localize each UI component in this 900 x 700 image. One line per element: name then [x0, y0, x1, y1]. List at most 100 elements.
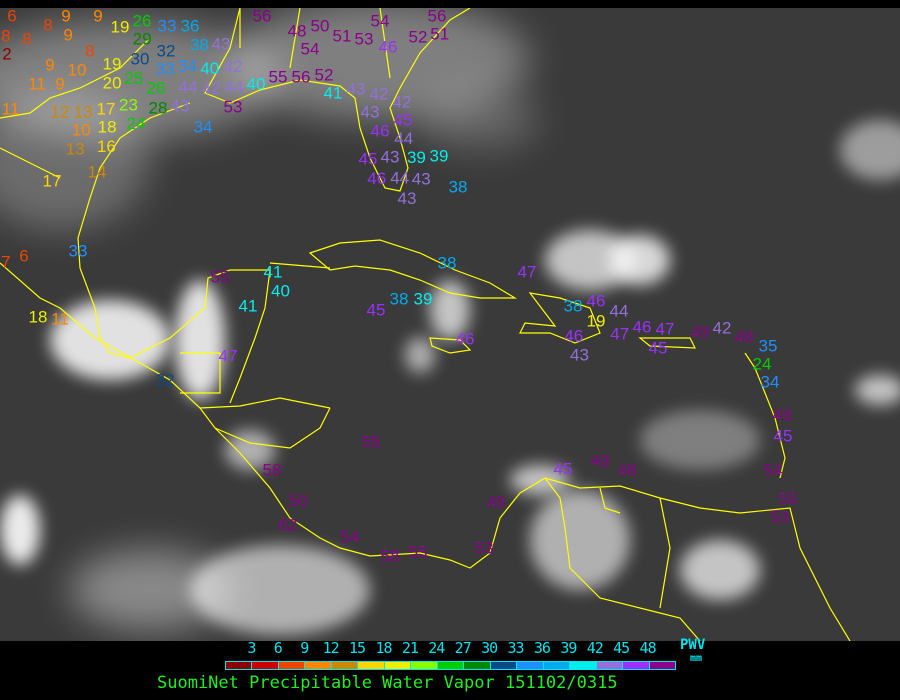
- station-pwv-value: 46: [371, 122, 390, 141]
- coastlines: [0, 8, 851, 641]
- cloud: [0, 90, 150, 230]
- station-pwv-value: 43: [347, 79, 366, 98]
- station-pwv-value: 19: [111, 17, 130, 36]
- legend-color-swatch: [490, 662, 518, 669]
- station-pwv-value: 58: [263, 460, 282, 479]
- station-pwv-value: 2: [2, 44, 11, 63]
- station-pwv-value: 11: [51, 309, 69, 328]
- station-pwv-value: 56: [292, 67, 311, 86]
- legend-color-swatch: [543, 662, 571, 669]
- station-pwv-value: 38: [190, 35, 209, 54]
- station-pwv-value: 55: [269, 67, 288, 86]
- station-pwv-value: 38: [438, 253, 457, 272]
- station-pwv-value: 54: [371, 11, 390, 30]
- station-pwv-value: 19: [587, 311, 606, 330]
- station-pwv-value: 33: [69, 241, 88, 260]
- station-pwv-value: 9: [93, 8, 102, 25]
- station-pwv-value: 9: [61, 8, 70, 25]
- station-pwv-value: 62: [279, 515, 298, 534]
- legend-tick-label: 48: [639, 639, 657, 657]
- station-pwv-value: 53: [224, 97, 243, 116]
- cloud: [420, 90, 540, 150]
- station-pwv-value: 41: [239, 296, 258, 315]
- station-pwv-value: 33: [158, 16, 177, 35]
- cloud: [50, 300, 170, 380]
- station-pwv-value: 39: [407, 148, 426, 167]
- station-pwv-value: 44: [390, 169, 409, 188]
- station-pwv-value: 55: [409, 542, 428, 561]
- station-pwv-value: 33: [156, 59, 175, 78]
- station-pwv-value: 42: [370, 84, 389, 103]
- legend-tick-label: 9: [300, 639, 309, 657]
- station-pwv-value: 42: [224, 57, 243, 76]
- cloud: [545, 230, 635, 290]
- legend-tick-label: 12: [322, 639, 340, 657]
- station-pwv-value: 7: [1, 252, 10, 271]
- cloud: [70, 550, 230, 630]
- station-pwv-value: 43: [570, 345, 589, 364]
- station-pwv-value: 25: [124, 69, 143, 88]
- cloud: [510, 465, 570, 495]
- legend-tick-label: 27: [454, 639, 472, 657]
- legend-color-swatch: [411, 662, 438, 669]
- station-pwv-value: 45: [359, 149, 378, 168]
- station-pwv-value: 24: [127, 114, 146, 133]
- station-pwv-value: 6: [19, 246, 28, 265]
- station-pwv-value: 16: [97, 137, 116, 156]
- station-pwv-value: 46: [456, 329, 475, 348]
- station-pwv-value: 49: [487, 492, 506, 511]
- station-pwv-value: 55: [362, 432, 381, 451]
- station-pwv-value: 6: [7, 8, 16, 25]
- station-pwv-value: 26: [133, 11, 152, 30]
- station-pwv-value: 14: [88, 162, 107, 181]
- station-pwv-value: 29: [133, 30, 152, 49]
- station-pwv-value: 48: [618, 460, 637, 479]
- cloud: [840, 120, 900, 180]
- station-pwv-value: 19: [103, 54, 122, 73]
- legend-color-swatch: [384, 662, 412, 669]
- station-pwv-value: 45: [649, 338, 668, 357]
- station-pwv-value: 40: [271, 281, 290, 300]
- station-pwv-value: 9: [63, 26, 72, 45]
- map-title: SuomiNet Precipitable Water Vapor 151102…: [157, 673, 618, 693]
- station-pwv-value: 58: [381, 546, 400, 565]
- legend-tick-label: 45: [613, 639, 630, 657]
- station-pwv-value: 17: [43, 171, 62, 190]
- legend-tick-label: 36: [533, 639, 551, 657]
- station-pwv-value: 12: [51, 102, 70, 121]
- station-pwv-value: 39: [430, 146, 449, 165]
- station-pwv-value: 53: [355, 29, 374, 48]
- station-pwv-value: 11: [28, 74, 46, 93]
- legend-color-swatch: [226, 662, 253, 669]
- station-pwv-value: 9: [55, 74, 64, 93]
- legend-color-swatch: [437, 662, 465, 669]
- station-pwv-value: 46: [564, 327, 583, 346]
- station-pwv-value: 49: [691, 322, 710, 341]
- station-pwv-value: 28: [149, 98, 168, 117]
- station-pwv-value: 49: [773, 405, 792, 424]
- legend-tick-label: 39: [560, 639, 577, 657]
- station-pwv-value: 11: [2, 99, 20, 118]
- station-pwv-value: 56: [253, 8, 272, 25]
- station-pwv-value: 49: [591, 451, 610, 470]
- station-pwv-value: 52: [315, 65, 334, 84]
- station-pwv-value: 26: [147, 78, 166, 97]
- station-pwv-value: 50: [289, 491, 308, 510]
- station-pwv-value: 54: [764, 460, 783, 479]
- station-pwv-value: 17: [97, 99, 116, 118]
- station-pwv-value: 51: [430, 25, 449, 44]
- station-pwv-value: 42: [202, 79, 221, 98]
- legend-color-swatch: [596, 662, 624, 669]
- legend-tick-label: 6: [273, 639, 283, 657]
- station-pwv-value: 43: [361, 102, 380, 121]
- station-pwv-value: 47: [219, 346, 238, 365]
- station-pwv-value: 43: [381, 147, 400, 166]
- station-pwv-value: 34: [761, 372, 780, 391]
- station-pwv-value: 40: [247, 74, 266, 93]
- station-pwv-value: 41: [264, 262, 283, 281]
- station-pwv-value: 8: [22, 29, 31, 48]
- station-pwv-value: 56: [428, 8, 447, 25]
- legend-color-swatch: [517, 662, 544, 669]
- station-pwv-value: 44: [225, 77, 244, 96]
- station-pwv-value: 23: [119, 96, 138, 115]
